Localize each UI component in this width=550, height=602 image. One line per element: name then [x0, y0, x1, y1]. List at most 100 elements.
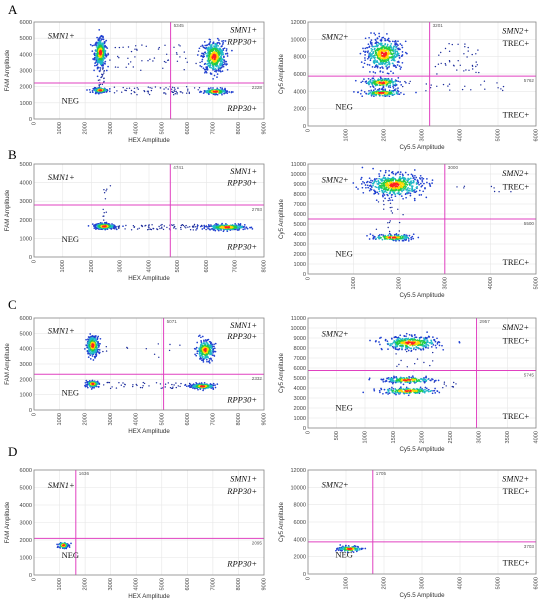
droplet-point [193, 87, 196, 89]
droplet-point [208, 43, 211, 46]
droplet-point [201, 60, 203, 63]
droplet-point [387, 226, 389, 229]
droplet-point [363, 78, 365, 80]
droplet-point [379, 67, 382, 69]
droplet-point [195, 226, 197, 228]
droplet-point [406, 52, 408, 55]
droplet-point [404, 171, 407, 174]
droplet-point [389, 86, 392, 89]
droplet-point [158, 46, 160, 49]
droplet-point [105, 211, 108, 213]
droplet-point [130, 50, 133, 53]
droplet-point [396, 50, 399, 53]
droplet-point [103, 212, 105, 214]
droplet-point [222, 41, 225, 44]
droplet-point [167, 59, 170, 61]
droplet-point [367, 43, 370, 46]
droplet-point [153, 57, 156, 59]
droplet-point [394, 195, 397, 198]
droplet-point [390, 196, 393, 199]
droplet-point [201, 228, 204, 230]
droplet-point [125, 89, 127, 92]
x-tick-label: 6000 [185, 122, 191, 134]
droplet-point [223, 63, 226, 65]
droplet-point [372, 182, 375, 185]
droplet-point [176, 92, 178, 94]
droplet-point [87, 356, 90, 358]
droplet-point [440, 51, 442, 54]
droplet-point [366, 46, 369, 49]
droplet-point [136, 228, 139, 230]
droplet-point [402, 214, 404, 216]
droplet-point [86, 386, 89, 389]
threshold-y-label: 5762 [524, 78, 535, 83]
x-axis-title: HEX Amplitude [128, 275, 170, 282]
droplet-point [445, 64, 447, 66]
x-tick-label: 6000 [204, 260, 210, 272]
droplet-point [394, 80, 397, 83]
droplet-point [381, 94, 384, 97]
droplet-point [385, 92, 387, 94]
droplet-point [465, 69, 467, 71]
droplet-point [214, 70, 216, 73]
droplet-point [175, 228, 177, 230]
droplet-point [359, 92, 362, 95]
droplet-point [375, 81, 378, 84]
droplet-point [420, 194, 423, 196]
quadrant-label: RPP30+ [226, 177, 257, 187]
droplet-point [387, 199, 389, 202]
droplet-point [91, 344, 94, 347]
x-tick-label: 0 [31, 260, 37, 263]
droplet-point [389, 51, 392, 53]
droplet-point [215, 90, 218, 93]
droplet-point [199, 65, 202, 67]
droplet-point [111, 386, 113, 388]
droplet-point [91, 355, 94, 357]
droplet-point [401, 51, 404, 53]
droplet-point [152, 60, 154, 62]
quadrant-label: TREC+ [503, 110, 530, 120]
droplet-point [93, 52, 96, 55]
droplet-point [171, 88, 173, 90]
quadrant-label: TREC+ [503, 38, 530, 48]
droplet-point [212, 49, 215, 52]
quadrant-label: SMN1+ [230, 25, 257, 35]
droplet-point [380, 92, 382, 94]
droplet-point [173, 384, 175, 386]
droplet-point [209, 72, 212, 74]
droplet-point [84, 381, 87, 384]
droplet-point [222, 65, 225, 68]
droplet-point [130, 93, 132, 95]
droplet-point [89, 354, 92, 356]
droplet-point [206, 360, 208, 363]
droplet-point [149, 58, 151, 60]
droplet-point [384, 43, 386, 46]
y-tick-label: 0 [303, 272, 306, 278]
droplet-point [386, 39, 389, 41]
droplet-point [461, 88, 464, 91]
droplet-point [184, 384, 186, 387]
droplet-point [214, 386, 217, 389]
droplet-point [371, 66, 374, 68]
droplet-point [244, 228, 246, 230]
droplet-point [196, 224, 199, 227]
droplet-point [163, 92, 165, 94]
droplet-point [412, 237, 415, 240]
droplet-point [160, 387, 162, 389]
droplet-point [92, 359, 95, 361]
droplet-point [426, 181, 428, 184]
droplet-point [375, 186, 378, 189]
droplet-point [362, 180, 364, 183]
droplet-point [147, 90, 150, 93]
droplet-point [203, 68, 206, 71]
droplet-point [397, 77, 400, 79]
droplet-point [146, 90, 149, 93]
threshold-x-label: 3000 [448, 165, 459, 170]
droplet-point [390, 43, 393, 45]
droplet-point [138, 227, 140, 229]
droplet-point [397, 40, 399, 43]
y-tick-label: 2000 [20, 85, 32, 91]
droplet-point [179, 56, 181, 58]
droplet-point [205, 225, 208, 228]
